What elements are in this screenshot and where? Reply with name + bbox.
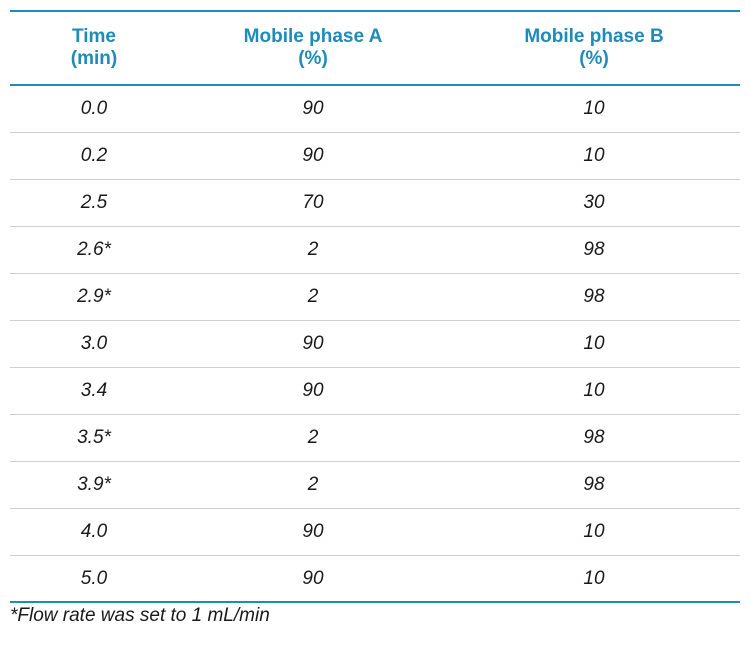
table-row: 2.5 70 30 bbox=[10, 180, 740, 227]
cell-phase-a: 90 bbox=[302, 333, 324, 354]
cell-phase-b: 10 bbox=[583, 145, 605, 166]
table-row: 3.5* 2 98 bbox=[10, 415, 740, 462]
cell-phase-a: 2 bbox=[307, 427, 319, 448]
table-row: 5.0 90 10 bbox=[10, 556, 740, 603]
cell-phase-a: 2 bbox=[307, 474, 319, 495]
cell-time: 2.9* bbox=[77, 286, 111, 307]
table-row: 4.0 90 10 bbox=[10, 509, 740, 556]
table-row: 2.6* 2 98 bbox=[10, 227, 740, 274]
cell-phase-a: 90 bbox=[302, 521, 324, 542]
cell-phase-a: 2 bbox=[307, 239, 319, 260]
cell-phase-b: 98 bbox=[583, 427, 605, 448]
header-time-line2: (min) bbox=[70, 48, 118, 69]
cell-phase-b: 10 bbox=[583, 380, 605, 401]
cell-phase-b: 98 bbox=[583, 474, 605, 495]
header-phase-a-line2: (%) bbox=[298, 48, 328, 69]
table-row: 3.0 90 10 bbox=[10, 321, 740, 368]
gradient-table: Time (min) Mobile phase A (%) Mobile pha… bbox=[10, 10, 740, 603]
cell-time: 0.0 bbox=[80, 98, 108, 119]
table-row: 3.4 90 10 bbox=[10, 368, 740, 415]
header-phase-a-line1: Mobile phase A bbox=[243, 26, 383, 47]
cell-phase-a: 70 bbox=[302, 192, 324, 213]
cell-phase-b: 10 bbox=[583, 521, 605, 542]
cell-time: 4.0 bbox=[80, 521, 108, 542]
cell-time: 2.6* bbox=[77, 239, 111, 260]
cell-time: 3.9* bbox=[77, 474, 111, 495]
cell-phase-b: 30 bbox=[583, 192, 605, 213]
cell-phase-a: 2 bbox=[307, 286, 319, 307]
header-time-line1: Time bbox=[71, 26, 116, 47]
cell-phase-b: 98 bbox=[583, 239, 605, 260]
table-row: 3.9* 2 98 bbox=[10, 462, 740, 509]
cell-phase-b: 98 bbox=[583, 286, 605, 307]
table-row: 0.2 90 10 bbox=[10, 133, 740, 180]
cell-phase-b: 10 bbox=[583, 567, 605, 589]
cell-time: 2.5 bbox=[80, 192, 108, 213]
cell-phase-a: 90 bbox=[302, 145, 324, 166]
table-row: 0.0 90 10 bbox=[10, 86, 740, 133]
cell-phase-a: 90 bbox=[302, 567, 324, 589]
cell-phase-b: 10 bbox=[583, 333, 605, 354]
cell-time: 5.0 bbox=[80, 567, 108, 589]
cell-phase-a: 90 bbox=[302, 380, 324, 401]
cell-time: 3.0 bbox=[80, 333, 108, 354]
cell-phase-b: 10 bbox=[583, 98, 605, 119]
cell-phase-a: 90 bbox=[302, 98, 324, 119]
header-phase-b-line1: Mobile phase B bbox=[524, 26, 664, 47]
cell-time: 3.5* bbox=[77, 427, 111, 448]
table-top-rule bbox=[10, 10, 740, 12]
cell-time: 0.2 bbox=[80, 145, 108, 166]
header-time: Time (min) bbox=[10, 26, 178, 70]
table-row: 2.9* 2 98 bbox=[10, 274, 740, 321]
header-phase-a: Mobile phase A (%) bbox=[178, 26, 448, 70]
table-header-row: Time (min) Mobile phase A (%) Mobile pha… bbox=[10, 12, 740, 86]
header-phase-b: Mobile phase B (%) bbox=[448, 26, 740, 70]
header-phase-b-line2: (%) bbox=[579, 48, 609, 69]
table-footnote: *Flow rate was set to 1 mL/min bbox=[10, 605, 270, 626]
cell-time: 3.4 bbox=[80, 380, 108, 401]
